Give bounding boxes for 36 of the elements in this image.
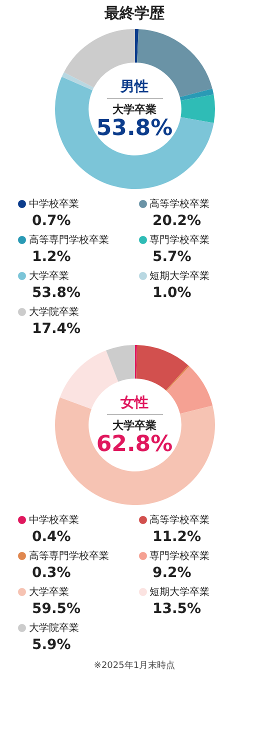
legend-label: 大学卒業: [29, 587, 69, 598]
data-label: 59.5%: [32, 601, 82, 617]
legend-label: 中学校卒業: [29, 515, 79, 526]
chart-title: 最終学歴: [104, 4, 166, 23]
legend-label: 大学院卒業: [29, 307, 79, 318]
data-label: 20.2%: [152, 213, 202, 229]
text: 大学卒業: [112, 418, 156, 432]
text: 男性: [106, 78, 162, 98]
legend-label: 短期大学卒業: [150, 587, 210, 598]
legend-label: 高等専門学校卒業: [29, 235, 109, 246]
data-label: 9.2%: [152, 565, 192, 581]
data-label: 1.0%: [152, 285, 192, 301]
data-label: 0.7%: [32, 213, 72, 229]
data-label: 17.4%: [32, 321, 82, 337]
text: 大学卒業: [112, 102, 156, 116]
legend-label: 大学卒業: [29, 271, 69, 282]
data-label: 1.2%: [32, 249, 72, 265]
legend-label: 大学院卒業: [29, 623, 79, 634]
legend-label: 専門学校卒業: [150, 551, 210, 562]
legend-label: 短期大学卒業: [150, 271, 210, 282]
data-label: 0.3%: [32, 565, 72, 581]
data-label: 53.8%: [32, 285, 82, 301]
text: 女性: [106, 394, 162, 414]
data-label: 0.4%: [32, 529, 72, 545]
data-label: 11.2%: [152, 529, 202, 545]
legend-label: 高等学校卒業: [150, 515, 210, 526]
legend-label: 高等学校卒業: [150, 199, 210, 210]
data-label: 5.9%: [32, 637, 72, 653]
legend-label: 中学校卒業: [29, 199, 79, 210]
legend-label: 高等専門学校卒業: [29, 551, 109, 562]
text: ※2025年1月末時点: [92, 660, 176, 672]
legend-label: 専門学校卒業: [150, 235, 210, 246]
text: 53.8%: [96, 116, 173, 140]
text: 62.8%: [96, 432, 173, 456]
data-label: 13.5%: [152, 601, 202, 617]
data-label: 5.7%: [152, 249, 192, 265]
